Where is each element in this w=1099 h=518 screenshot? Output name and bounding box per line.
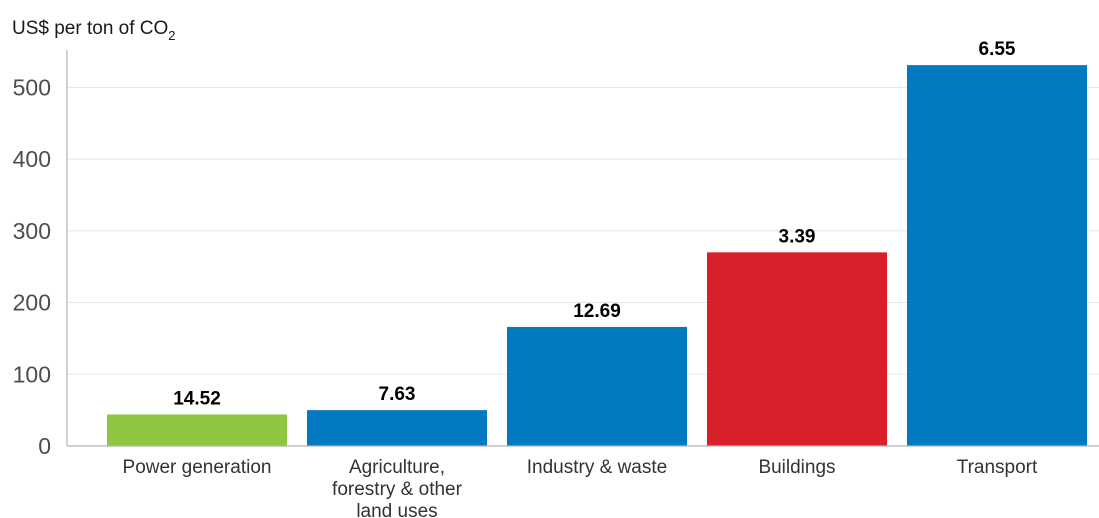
bars (107, 65, 1087, 446)
y-axis-label: US$ per ton of CO2 (12, 18, 176, 43)
category-label: Agriculture, (349, 457, 445, 478)
data-label: 14.52 (173, 388, 221, 409)
category-label: forestry & other (332, 479, 463, 500)
bar (907, 65, 1087, 446)
y-tick-label: 200 (13, 290, 51, 316)
y-axis-label-main: US$ per ton of CO (12, 18, 168, 39)
y-tick-label: 400 (13, 146, 51, 172)
y-tick-label: 0 (38, 433, 51, 459)
category-labels: Power generation Agriculture,forestry & o… (123, 457, 1038, 518)
bar (507, 326, 687, 446)
category-label: Transport (957, 457, 1038, 478)
bar (707, 252, 887, 446)
data-label: 7.63 (379, 384, 416, 405)
bar (107, 414, 287, 446)
category-label: Power generation (123, 457, 272, 478)
data-label: 3.39 (779, 226, 816, 247)
bar (307, 410, 487, 446)
y-axis-label-subscript: 2 (168, 28, 175, 43)
category-label: Industry & waste (527, 457, 667, 478)
data-labels: 14.52 7.63 12.69 3.39 6.55 (173, 39, 1016, 409)
category-label: Buildings (758, 457, 835, 478)
data-label: 12.69 (573, 301, 621, 322)
category-label: land uses (356, 501, 437, 518)
y-tick-label: 300 (13, 218, 51, 244)
y-tick-label: 500 (13, 74, 51, 100)
y-tick-label: 100 (13, 361, 51, 387)
y-axis-ticks: 0 100 200 300 400 500 (13, 74, 51, 459)
data-label: 6.55 (979, 39, 1016, 60)
